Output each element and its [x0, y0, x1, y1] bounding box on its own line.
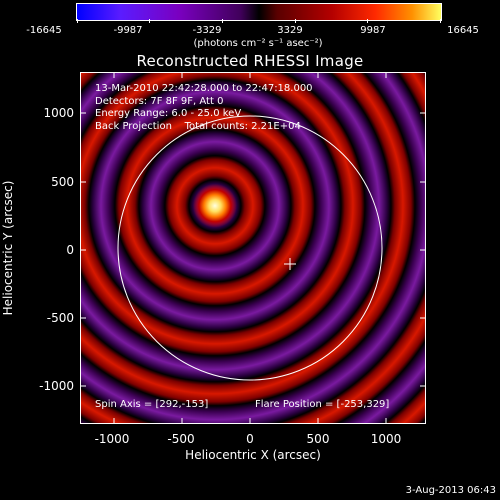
x-axis-label: Heliocentric X (arcsec): [185, 448, 321, 462]
x-tick-label: 0: [246, 432, 254, 446]
energy-range: Energy Range: 6.0 - 25.0 keV: [95, 108, 242, 119]
x-tick-label: 1000: [370, 432, 402, 446]
method-counts: Back Projection Total counts: 2.21E+04: [95, 121, 313, 134]
flare-position-label: Flare Position = [-253,329]: [255, 399, 390, 410]
method: Back Projection: [95, 120, 172, 132]
colorbar-tick-label: -9987: [113, 25, 143, 36]
image-overlay: [117, 115, 383, 381]
colorbar-tick: [295, 19, 296, 23]
colorbar-tick-label: 9987: [360, 25, 386, 36]
colorbar-tick: [149, 19, 150, 23]
y-tick-label: 1000: [43, 106, 74, 120]
y-tick-label: 0: [66, 243, 74, 257]
y-axis-label: Heliocentric Y (arcsec): [1, 180, 15, 316]
x-tick-label: -500: [167, 432, 195, 446]
y-tick-label: -500: [46, 311, 74, 325]
colorbar-units: (photons cm⁻² s⁻¹ asec⁻²): [193, 38, 323, 49]
y-tick-label: -1000: [39, 379, 74, 393]
spin-axis-label: Spin Axis = [292,-153]: [95, 399, 209, 410]
colorbar-tick-label: 3329: [277, 25, 303, 36]
colorbar-tick-label: -16645: [26, 25, 62, 36]
colorbar-tick-label: -3329: [192, 25, 222, 36]
timestamp: 3-Aug-2013 06:43: [405, 485, 496, 496]
colorbar-tick: [77, 19, 78, 23]
colorbar-tick-label: 16645: [447, 25, 479, 36]
time-range: 13-Mar-2010 22:42:28.000 to 22:47:18.000: [95, 83, 313, 94]
solar-limb-circle: [117, 115, 383, 381]
colorbar-tick: [222, 19, 223, 23]
detectors: Detectors: 7F 8F 9F, Att 0: [95, 95, 224, 107]
colorbar-tick: [367, 19, 368, 23]
rhessi-image: [80, 72, 426, 424]
image-annotation: 13-Mar-2010 22:42:28.000 to 22:47:18.000…: [95, 83, 313, 133]
x-tick-label: -1000: [94, 432, 130, 446]
colorbar: [76, 3, 442, 21]
image-title: Reconstructed RHESSI Image: [136, 52, 364, 70]
colorbar-tick: [440, 19, 441, 23]
total-counts: Total counts: 2.21E+04: [184, 120, 301, 132]
y-tick-label: 500: [51, 175, 74, 189]
x-tick-label: 500: [306, 432, 330, 446]
